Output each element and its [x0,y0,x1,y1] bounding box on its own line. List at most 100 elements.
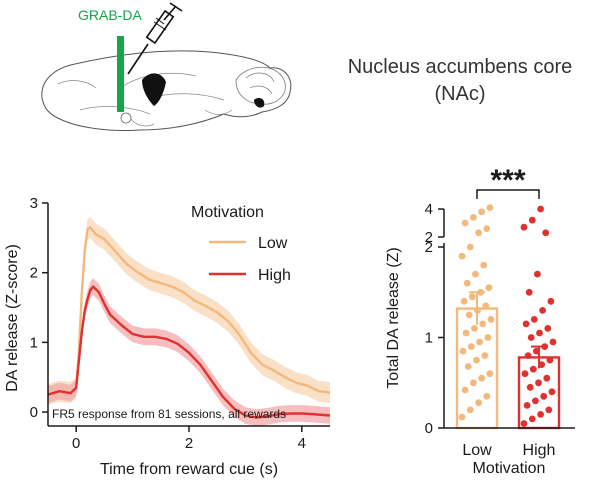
data-point-high [532,397,539,405]
data-point-high [535,379,542,387]
data-point-low [486,370,494,378]
syringe-icon [127,2,183,75]
series-line-low [47,226,331,396]
data-point-high [527,334,535,341]
data-point-low [480,261,488,269]
data-point-high [540,392,548,400]
data-point-high [525,288,533,296]
data-point-low [471,325,478,332]
bar-chart-x-label: Motivation [473,460,546,477]
line-series-bands [48,216,330,426]
data-point-low [478,208,486,216]
y-tick-label: 0 [30,404,38,421]
data-point-low [463,279,471,287]
data-point-low [483,225,491,233]
significance-label: *** [490,164,525,197]
data-point-low [483,392,491,400]
data-point-high [544,325,552,332]
line-chart: 0 1 2 3 0 2 4 Time from reward cue (s) DA rel… [4,195,331,478]
y-tick-label: 3 [30,195,38,212]
line-chart-y-label: DA release (Z-score) [4,244,21,392]
brain-sagittal-icon [41,50,292,131]
data-point-low [466,243,474,251]
legend-label-high: High [258,267,291,284]
data-point-high [523,402,531,409]
data-point-low [459,347,467,355]
data-point-high [520,420,528,427]
data-point-low [465,311,473,319]
data-point-high [524,352,532,359]
data-point-high [539,307,546,314]
data-point-low [462,329,470,337]
data-point-low [467,343,475,350]
data-point-low [470,214,477,221]
chart-title-line1: Nucleus accumbens core [348,56,573,78]
y-tick-label: 1 [425,330,433,347]
data-point-high [545,406,553,414]
data-point-low [464,363,472,370]
y-tick-label: 2 [425,239,433,256]
data-point-high [549,338,557,346]
line-chart-x-label: Time from reward cue (s) [100,461,278,478]
data-point-high [537,411,544,418]
bar-chart: 0 1 22 4 Low High *** Motivation Total DA re… [385,164,575,477]
y-tick-label: 4 [425,201,433,218]
y-tick-label: 2 [30,265,38,282]
data-point-high [548,388,556,396]
data-point-low [486,204,494,212]
category-label-high: High [523,442,556,459]
brain-schematic: GRAB-DA [41,2,292,131]
data-point-low [484,334,492,341]
series-band-low [48,216,330,406]
data-point-high [547,297,555,305]
line-chart-annotation: FR5 response from 81 sessions, all rewar… [52,407,286,421]
line-series-lines [47,226,331,419]
data-point-high [534,270,541,278]
data-point-low [473,356,480,364]
legend: Low High [209,235,291,284]
data-point-low [458,413,466,421]
data-point-low [476,338,483,346]
data-point-low [461,219,469,227]
data-point-low [482,302,490,310]
data-point-low [468,293,476,301]
y-tick-label: 1 [30,334,38,351]
data-point-high [521,370,529,378]
data-point-high [543,374,551,382]
category-label-low: Low [462,442,492,459]
legend-title: Motivation [191,204,264,221]
data-point-high [537,205,544,213]
bar-chart-y-label: Total DA release (Z) [385,247,402,388]
chart-title-line2: (NAc) [434,83,485,105]
data-point-high [530,316,538,323]
data-point-high [528,216,536,224]
data-point-low [466,406,474,414]
data-point-low [470,379,477,387]
data-point-low [472,270,479,278]
data-point-low [458,252,466,260]
x-tick-label: 2 [185,435,193,452]
fiber-optic-icon [117,36,124,112]
data-point-high [526,383,534,391]
x-tick-label: 4 [298,435,306,452]
data-point-low [487,316,495,323]
data-point-high [529,365,537,373]
series-line-high [47,285,331,419]
data-point-high [546,356,554,364]
data-point-low [461,386,469,394]
data-point-low [479,320,487,328]
data-point-low [485,284,493,292]
significance-bracket [476,189,540,199]
data-point-low [481,352,489,359]
y-tick-label: 0 [425,420,433,437]
data-point-low [478,374,486,382]
legend-label-low: Low [258,235,288,252]
data-point-low [460,297,468,305]
injection-label: GRAB-DA [78,7,142,23]
data-point-low [475,229,482,237]
data-point-high [528,415,536,423]
data-point-low [475,399,482,407]
y-tick-label: 2 [425,229,433,246]
data-point-high [520,223,528,231]
